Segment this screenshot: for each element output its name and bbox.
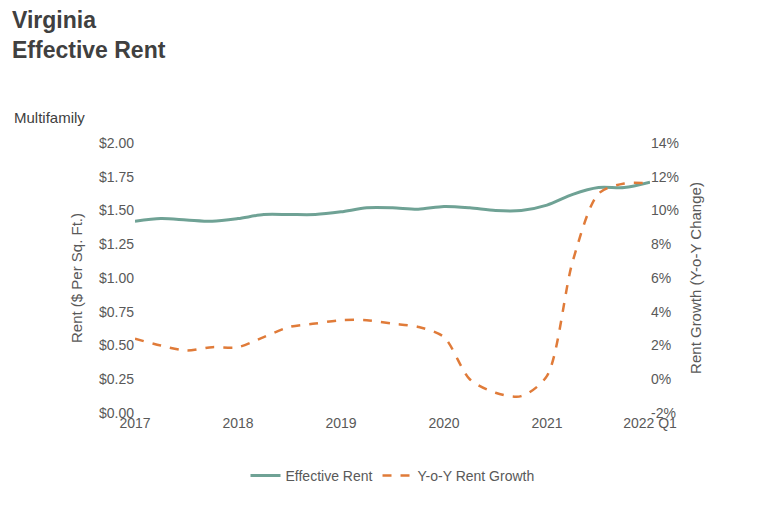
- svg-text:2022 Q1: 2022 Q1: [623, 415, 677, 431]
- svg-text:2019: 2019: [325, 415, 356, 431]
- svg-text:Multifamily: Multifamily: [14, 109, 85, 126]
- svg-text:10%: 10%: [651, 202, 679, 218]
- svg-text:$0.75: $0.75: [99, 304, 134, 320]
- svg-text:2017: 2017: [119, 415, 150, 431]
- svg-text:$1.25: $1.25: [99, 236, 134, 252]
- svg-text:12%: 12%: [651, 169, 679, 185]
- svg-text:8%: 8%: [651, 236, 671, 252]
- svg-text:2018: 2018: [222, 415, 253, 431]
- svg-text:4%: 4%: [651, 304, 671, 320]
- svg-text:$1.50: $1.50: [99, 202, 134, 218]
- svg-text:$1.00: $1.00: [99, 270, 134, 286]
- svg-text:Y-o-Y Rent Growth: Y-o-Y Rent Growth: [418, 468, 535, 484]
- svg-text:2%: 2%: [651, 337, 671, 353]
- svg-text:$0.25: $0.25: [99, 371, 134, 387]
- svg-text:$0.00: $0.00: [99, 405, 134, 421]
- svg-text:0%: 0%: [651, 371, 671, 387]
- svg-text:$2.00: $2.00: [99, 135, 134, 151]
- svg-text:Effective Rent: Effective Rent: [286, 468, 373, 484]
- svg-text:2021: 2021: [531, 415, 562, 431]
- svg-text:14%: 14%: [651, 135, 679, 151]
- svg-text:$0.50: $0.50: [99, 337, 134, 353]
- svg-text:Rent ($ Per Sq. Ft.): Rent ($ Per Sq. Ft.): [68, 213, 85, 343]
- svg-text:Rent Growth (Y-o-Y Change): Rent Growth (Y-o-Y Change): [687, 182, 704, 374]
- svg-text:-2%: -2%: [651, 405, 676, 421]
- svg-text:$1.75: $1.75: [99, 169, 134, 185]
- svg-text:2020: 2020: [428, 415, 459, 431]
- svg-text:VirginiaEffective Rent: VirginiaEffective Rent: [12, 7, 166, 63]
- svg-text:6%: 6%: [651, 270, 671, 286]
